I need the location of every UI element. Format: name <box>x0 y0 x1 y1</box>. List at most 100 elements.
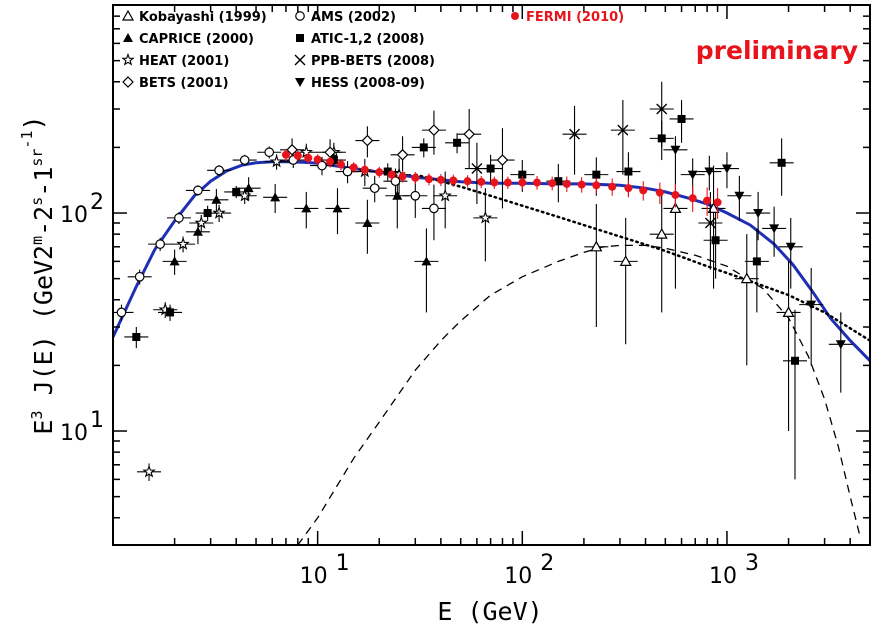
data-point <box>713 198 722 207</box>
data-point <box>342 166 353 177</box>
data-point <box>169 256 180 266</box>
data-point <box>785 242 796 252</box>
series-circle-open <box>113 146 446 321</box>
data-point <box>193 185 203 196</box>
legend-marker <box>295 78 305 87</box>
y-tick-label-exponent: 1 <box>90 408 104 433</box>
data-point <box>174 213 184 223</box>
legend-label: PPB-BETS (2008) <box>311 54 435 69</box>
data-point <box>704 167 715 177</box>
series-triangle-filled <box>162 171 439 313</box>
data-point <box>313 155 322 164</box>
data-point <box>269 154 284 168</box>
y-axis-title: E3 J(E) (GeV2m-2s-1sr-1) <box>18 115 58 434</box>
legend-marker <box>511 12 519 20</box>
data-point <box>518 178 527 187</box>
series-circle-red <box>281 148 722 219</box>
data-point <box>329 156 338 165</box>
data-point <box>835 340 846 350</box>
y-axis-title-part: -2 <box>29 206 58 236</box>
data-point <box>463 177 472 186</box>
data-point <box>592 181 601 190</box>
data-point <box>360 165 369 174</box>
legend: Kobayashi (1999) CAPRICE (2000) HEAT (2001… <box>121 9 624 91</box>
legend-label: HEAT (2001) <box>139 54 229 69</box>
data-point <box>293 151 302 160</box>
data-point <box>332 203 343 213</box>
data-point <box>361 134 374 147</box>
data-point <box>438 188 452 202</box>
y-tick-label: 10 <box>60 421 88 446</box>
x-tick-label-exponent: 3 <box>745 551 759 576</box>
data-point <box>669 202 682 214</box>
dotted-curve <box>414 173 870 342</box>
legend-label: Kobayashi (1999) <box>139 10 267 25</box>
data-point <box>590 240 603 252</box>
x-tick-label: 10 <box>300 564 328 589</box>
data-point <box>704 217 716 229</box>
data-point <box>211 194 222 204</box>
data-point <box>752 257 761 266</box>
data-point <box>317 160 327 171</box>
data-point <box>721 164 732 174</box>
series-diamond-open <box>280 109 515 209</box>
data-point <box>769 224 780 234</box>
y-axis-title-part: ) <box>19 115 48 130</box>
legend-label: FERMI (2010) <box>526 10 624 25</box>
data-point <box>486 164 495 173</box>
data-point <box>688 194 697 203</box>
data-point <box>239 155 250 165</box>
data-point <box>429 203 439 214</box>
y-axis-title-part: -1 <box>29 167 58 197</box>
legend-marker <box>123 33 133 42</box>
data-point <box>419 143 428 152</box>
data-point <box>639 186 648 195</box>
data-point <box>238 188 252 202</box>
x-tick-label: 10 <box>504 564 532 589</box>
data-point <box>490 178 499 187</box>
data-point <box>192 226 203 236</box>
data-point <box>428 124 440 136</box>
data-point <box>387 170 396 179</box>
data-point <box>782 306 795 318</box>
series-cross <box>464 81 723 270</box>
y-axis-title-superscript: sr <box>28 149 46 167</box>
legend-marker <box>122 76 134 88</box>
data-point <box>142 464 156 478</box>
legend-label: BETS (2001) <box>139 76 229 91</box>
y-axis-title-part: J(E) (GeV <box>29 260 58 411</box>
data-point <box>281 150 290 159</box>
legend-marker <box>294 54 306 66</box>
data-point <box>624 184 633 193</box>
y-axis-title-superscript: -1 <box>18 130 36 148</box>
data-point <box>410 190 421 201</box>
data-point <box>453 138 462 147</box>
data-point <box>375 168 384 177</box>
data-point <box>132 332 141 341</box>
data-point <box>478 210 493 224</box>
data-point <box>349 163 358 172</box>
legend-label: CAPRICE (2000) <box>139 32 254 47</box>
data-point <box>232 187 241 196</box>
data-point <box>155 239 166 249</box>
x-axis-title: E (GeV) <box>437 597 542 626</box>
legend-marker <box>295 11 305 21</box>
data-point <box>436 175 445 184</box>
data-point <box>592 170 601 179</box>
x-tick-label: 10 <box>709 564 737 589</box>
data-point <box>471 163 483 175</box>
data-point <box>619 255 632 266</box>
data-point <box>463 128 476 141</box>
data-point <box>214 165 224 176</box>
data-point <box>617 124 629 136</box>
data-point <box>687 170 698 180</box>
data-point <box>562 179 571 188</box>
data-point <box>362 217 373 227</box>
y-tick-label-exponent: 2 <box>90 190 104 215</box>
data-point <box>734 191 745 201</box>
data-point <box>396 148 409 161</box>
y-axis-title-part: E <box>29 420 58 435</box>
data-point <box>711 236 720 245</box>
data-points <box>113 81 853 481</box>
data-point <box>421 256 432 266</box>
